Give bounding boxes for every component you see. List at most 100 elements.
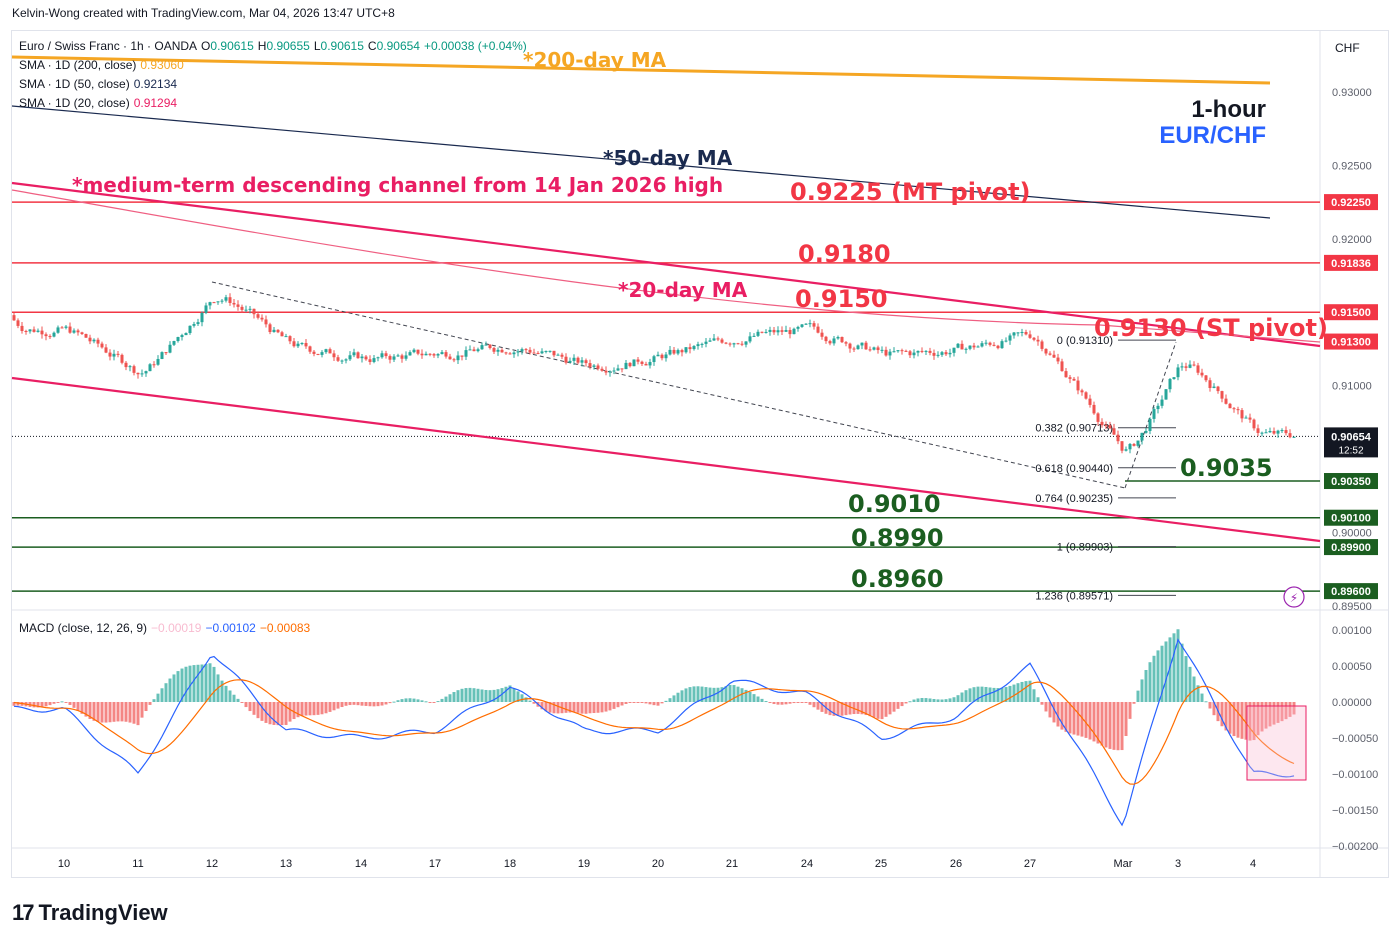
macd-histogram-bar [1080,702,1084,737]
macd-tick-label: 0.00050 [1332,661,1372,673]
macd-histogram-bar [256,702,260,719]
candle-body [412,349,416,353]
macd-histogram-bar [992,687,996,702]
sma200-legend[interactable]: SMA · 1D (200, close) 0.93060 [19,58,188,72]
fib-level-label: 1.236 (0.89571) [1035,590,1113,602]
macd-legend[interactable]: MACD (close, 12, 26, 9) −0.00019 −0.00102−… [19,621,314,635]
macd-histogram-bar [1084,702,1088,738]
macd-histogram-bar [1228,702,1232,734]
macd-histogram-bar [320,702,324,715]
candle-body [1100,421,1104,426]
candle-body [260,317,264,320]
macd-signal-value: −0.00083 [259,621,311,635]
macd-histogram-bar [1108,702,1112,749]
candle-body [928,350,932,353]
macd-histogram-bar [728,684,732,702]
candle-body [1012,332,1016,336]
time-tick-label: 20 [652,858,664,870]
macd-histogram-bar [36,702,40,708]
macd-histogram-bar [308,702,312,716]
candle-body [580,360,584,363]
macd-histogram-bar [932,698,936,702]
macd-histogram-bar [136,702,140,726]
macd-histogram-bar [576,702,580,713]
candle-body [524,349,528,351]
macd-histogram-bar [1000,687,1004,702]
macd-histogram-bar [508,685,512,702]
macd-histogram-bar [476,688,480,702]
candle-body [672,349,676,354]
candle-body [1164,389,1168,400]
macd-histogram-bar [472,688,476,702]
candle-body [1244,417,1248,419]
macd-histogram-bar [1260,702,1264,732]
macd-histogram-bar [632,702,636,703]
last-price-badge [1324,427,1378,458]
macd-histogram-bar [372,702,376,707]
macd-highlight-box [1246,705,1307,781]
macd-histogram-bar [176,671,180,702]
candle-body [528,349,532,353]
sma20-legend[interactable]: SMA · 1D (20, close) 0.91294 [19,96,181,110]
macd-histogram-bar [112,702,116,722]
macd-tick-label: −0.00100 [1332,769,1378,781]
price-level-badge-label: 0.90350 [1331,476,1371,488]
candle-body [852,348,856,350]
macd-histogram-bar [448,694,452,702]
macd-histogram-bar [272,702,276,725]
channel-lower-line [11,376,1321,543]
candle-body [620,368,624,370]
macd-histogram-bar [1052,702,1056,723]
candle-body [240,306,244,310]
candle-body [916,350,920,353]
candle-body [1048,353,1052,355]
candle-body [392,356,396,360]
macd-histogram-bar [1120,702,1124,751]
tradingview-logo[interactable]: 17 TradingView [12,900,168,926]
macd-histogram-bar [1100,702,1104,746]
candle-body [1028,334,1032,338]
sma20-value: 0.91294 [133,96,178,110]
macd-histogram-bar [192,665,196,702]
candle-body [376,357,380,359]
candle-body [696,344,700,347]
time-tick-label: 21 [726,858,738,870]
macd-histogram-bar [420,700,424,702]
macd-histogram-bar [76,702,80,711]
macd-histogram-bar [1140,679,1144,702]
tradingview-mark-icon: 17 [12,900,35,925]
candle-body [660,354,664,359]
macd-histogram-bar [596,702,600,713]
macd-histogram-bar [96,702,100,722]
candle-body [648,362,652,366]
macd-histogram-bar [904,702,908,704]
candle-body [248,308,252,310]
sma50-legend[interactable]: SMA · 1D (50, close) 0.92134 [19,77,181,91]
macd-histogram-bar [16,702,20,706]
time-tick-label: 18 [504,858,516,870]
macd-histogram-bar [1044,702,1048,712]
candle-body [1152,409,1156,419]
macd-histogram-bar [340,702,344,708]
macd-histogram-bar [280,702,284,726]
macd-histogram-bar [104,702,108,723]
macd-histogram-bar [224,685,228,702]
ma20-line [11,189,1321,343]
candle-body [428,353,432,355]
macd-histogram-bar [304,702,308,716]
candle-body [320,352,324,355]
macd-histogram-bar [212,666,216,702]
macd-histogram-bar [1144,669,1148,702]
macd-histogram-bar [1064,702,1068,732]
candle-body [372,358,376,363]
macd-histogram-bar [792,702,796,704]
candle-body [368,359,372,363]
macd-histogram-bar [1152,655,1156,702]
price-level-badge-label: 0.92250 [1331,197,1371,209]
candle-body [448,356,452,360]
macd-histogram-bar [44,702,48,707]
macd-histogram-bar [808,702,812,705]
last-price-label: 0.90654 [1331,431,1372,443]
macd-histogram-bar [156,693,160,702]
